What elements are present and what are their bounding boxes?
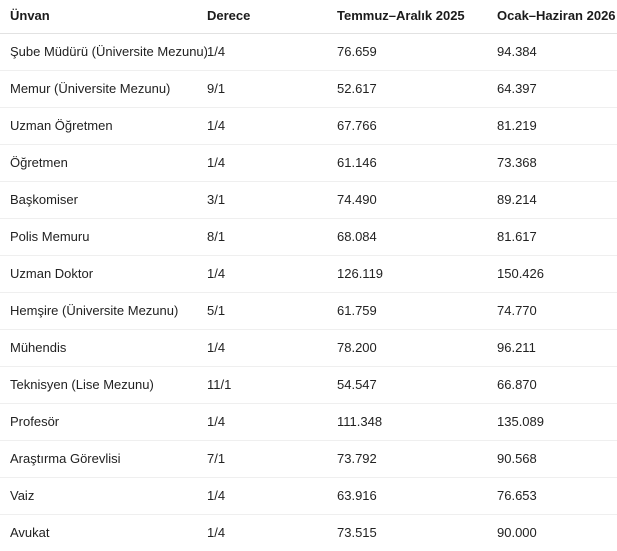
cell-unvan: Teknisyen (Lise Mezunu) bbox=[0, 367, 207, 404]
cell-unvan: Polis Memuru bbox=[0, 219, 207, 256]
cell-ocak-haziran-2026: 73.368 bbox=[497, 145, 617, 182]
cell-unvan: Memur (Üniversite Mezunu) bbox=[0, 71, 207, 108]
cell-derece: 7/1 bbox=[207, 441, 337, 478]
cell-temmuz-aralik-2025: 52.617 bbox=[337, 71, 497, 108]
cell-derece: 1/4 bbox=[207, 404, 337, 441]
cell-temmuz-aralik-2025: 74.490 bbox=[337, 182, 497, 219]
cell-ocak-haziran-2026: 135.089 bbox=[497, 404, 617, 441]
cell-ocak-haziran-2026: 74.770 bbox=[497, 293, 617, 330]
cell-derece: 1/4 bbox=[207, 515, 337, 551]
table-row: Memur (Üniversite Mezunu) 9/1 52.617 64.… bbox=[0, 71, 617, 108]
table-row: Araştırma Görevlisi 7/1 73.792 90.568 bbox=[0, 441, 617, 478]
cell-temmuz-aralik-2025: 76.659 bbox=[337, 34, 497, 71]
table-row: Profesör 1/4 111.348 135.089 bbox=[0, 404, 617, 441]
table-row: Uzman Doktor 1/4 126.119 150.426 bbox=[0, 256, 617, 293]
cell-unvan: Mühendis bbox=[0, 330, 207, 367]
table-row: Öğretmen 1/4 61.146 73.368 bbox=[0, 145, 617, 182]
table-row: Avukat 1/4 73.515 90.000 bbox=[0, 515, 617, 551]
cell-unvan: Uzman Öğretmen bbox=[0, 108, 207, 145]
cell-derece: 1/4 bbox=[207, 145, 337, 182]
column-header-derece: Derece bbox=[207, 0, 337, 34]
cell-temmuz-aralik-2025: 61.146 bbox=[337, 145, 497, 182]
cell-ocak-haziran-2026: 90.568 bbox=[497, 441, 617, 478]
column-header-temmuz-aralik-2025: Temmuz–Aralık 2025 bbox=[337, 0, 497, 34]
cell-temmuz-aralik-2025: 67.766 bbox=[337, 108, 497, 145]
table-header-row: Ünvan Derece Temmuz–Aralık 2025 Ocak–Haz… bbox=[0, 0, 617, 34]
cell-temmuz-aralik-2025: 78.200 bbox=[337, 330, 497, 367]
cell-derece: 1/4 bbox=[207, 34, 337, 71]
cell-temmuz-aralik-2025: 73.792 bbox=[337, 441, 497, 478]
cell-temmuz-aralik-2025: 54.547 bbox=[337, 367, 497, 404]
table-row: Uzman Öğretmen 1/4 67.766 81.219 bbox=[0, 108, 617, 145]
cell-ocak-haziran-2026: 96.211 bbox=[497, 330, 617, 367]
cell-ocak-haziran-2026: 66.870 bbox=[497, 367, 617, 404]
cell-derece: 5/1 bbox=[207, 293, 337, 330]
cell-temmuz-aralik-2025: 68.084 bbox=[337, 219, 497, 256]
cell-unvan: Hemşire (Üniversite Mezunu) bbox=[0, 293, 207, 330]
cell-temmuz-aralik-2025: 73.515 bbox=[337, 515, 497, 551]
table-body: Şube Müdürü (Üniversite Mezunu) 1/4 76.6… bbox=[0, 34, 617, 551]
column-header-ocak-haziran-2026: Ocak–Haziran 2026 bbox=[497, 0, 617, 34]
table-row: Teknisyen (Lise Mezunu) 11/1 54.547 66.8… bbox=[0, 367, 617, 404]
cell-derece: 11/1 bbox=[207, 367, 337, 404]
table-row: Başkomiser 3/1 74.490 89.214 bbox=[0, 182, 617, 219]
cell-temmuz-aralik-2025: 126.119 bbox=[337, 256, 497, 293]
cell-temmuz-aralik-2025: 61.759 bbox=[337, 293, 497, 330]
cell-derece: 8/1 bbox=[207, 219, 337, 256]
cell-temmuz-aralik-2025: 63.916 bbox=[337, 478, 497, 515]
cell-unvan: Araştırma Görevlisi bbox=[0, 441, 207, 478]
cell-unvan: Şube Müdürü (Üniversite Mezunu) bbox=[0, 34, 207, 71]
table-row: Polis Memuru 8/1 68.084 81.617 bbox=[0, 219, 617, 256]
table-row: Mühendis 1/4 78.200 96.211 bbox=[0, 330, 617, 367]
table-row: Vaiz 1/4 63.916 76.653 bbox=[0, 478, 617, 515]
cell-unvan: Avukat bbox=[0, 515, 207, 551]
cell-unvan: Başkomiser bbox=[0, 182, 207, 219]
cell-derece: 1/4 bbox=[207, 330, 337, 367]
cell-ocak-haziran-2026: 64.397 bbox=[497, 71, 617, 108]
cell-unvan: Vaiz bbox=[0, 478, 207, 515]
cell-ocak-haziran-2026: 94.384 bbox=[497, 34, 617, 71]
cell-ocak-haziran-2026: 89.214 bbox=[497, 182, 617, 219]
cell-unvan: Uzman Doktor bbox=[0, 256, 207, 293]
cell-ocak-haziran-2026: 81.617 bbox=[497, 219, 617, 256]
table-row: Şube Müdürü (Üniversite Mezunu) 1/4 76.6… bbox=[0, 34, 617, 71]
cell-ocak-haziran-2026: 150.426 bbox=[497, 256, 617, 293]
cell-ocak-haziran-2026: 76.653 bbox=[497, 478, 617, 515]
cell-ocak-haziran-2026: 90.000 bbox=[497, 515, 617, 551]
cell-derece: 1/4 bbox=[207, 478, 337, 515]
cell-derece: 3/1 bbox=[207, 182, 337, 219]
table-header: Ünvan Derece Temmuz–Aralık 2025 Ocak–Haz… bbox=[0, 0, 617, 34]
cell-temmuz-aralik-2025: 111.348 bbox=[337, 404, 497, 441]
cell-unvan: Profesör bbox=[0, 404, 207, 441]
cell-derece: 1/4 bbox=[207, 108, 337, 145]
cell-derece: 1/4 bbox=[207, 256, 337, 293]
cell-derece: 9/1 bbox=[207, 71, 337, 108]
cell-ocak-haziran-2026: 81.219 bbox=[497, 108, 617, 145]
cell-unvan: Öğretmen bbox=[0, 145, 207, 182]
table-row: Hemşire (Üniversite Mezunu) 5/1 61.759 7… bbox=[0, 293, 617, 330]
column-header-unvan: Ünvan bbox=[0, 0, 207, 34]
